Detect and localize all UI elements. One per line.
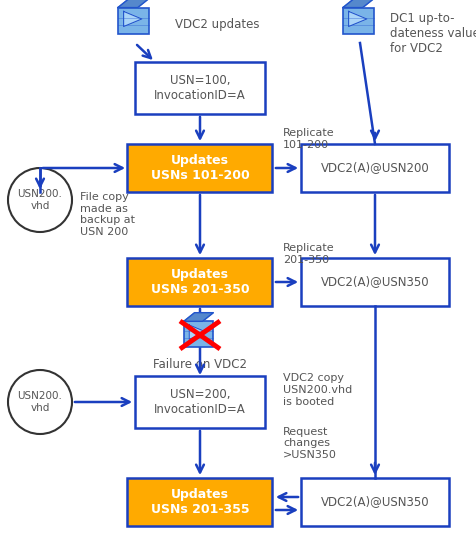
Text: Updates
USNs 201-355: Updates USNs 201-355 bbox=[150, 488, 249, 516]
FancyBboxPatch shape bbox=[300, 144, 448, 192]
Text: VDC2 updates: VDC2 updates bbox=[175, 18, 259, 31]
Text: VDC2(A)@USN350: VDC2(A)@USN350 bbox=[320, 496, 428, 508]
FancyBboxPatch shape bbox=[127, 478, 272, 526]
Text: Updates
USNs 201-350: Updates USNs 201-350 bbox=[150, 268, 249, 296]
Polygon shape bbox=[118, 0, 149, 8]
Text: Failure on VDC2: Failure on VDC2 bbox=[153, 358, 247, 371]
Text: USN=100,
InvocationID=A: USN=100, InvocationID=A bbox=[154, 74, 245, 102]
Text: Replicate
201-350: Replicate 201-350 bbox=[282, 243, 334, 265]
Text: VDC2 copy
USN200.vhd
is booted: VDC2 copy USN200.vhd is booted bbox=[282, 374, 351, 407]
Text: USN=200,
InvocationID=A: USN=200, InvocationID=A bbox=[154, 388, 245, 416]
Text: VDC2(A)@USN200: VDC2(A)@USN200 bbox=[320, 161, 428, 174]
FancyBboxPatch shape bbox=[342, 8, 373, 34]
Polygon shape bbox=[348, 11, 366, 27]
FancyBboxPatch shape bbox=[135, 62, 265, 114]
Text: DC1 up-to-
dateness value
for VDC2: DC1 up-to- dateness value for VDC2 bbox=[389, 12, 476, 55]
FancyBboxPatch shape bbox=[135, 376, 265, 428]
Circle shape bbox=[8, 168, 72, 232]
Text: Request
changes
>USN350: Request changes >USN350 bbox=[282, 427, 336, 460]
Text: File copy
made as
backup at
USN 200: File copy made as backup at USN 200 bbox=[80, 192, 135, 237]
FancyBboxPatch shape bbox=[127, 258, 272, 306]
FancyBboxPatch shape bbox=[118, 8, 149, 34]
FancyBboxPatch shape bbox=[300, 478, 448, 526]
Text: USN200.
vhd: USN200. vhd bbox=[18, 189, 62, 211]
FancyBboxPatch shape bbox=[300, 258, 448, 306]
Text: VDC2(A)@USN350: VDC2(A)@USN350 bbox=[320, 275, 428, 288]
Text: Updates
USNs 101-200: Updates USNs 101-200 bbox=[150, 154, 249, 182]
Polygon shape bbox=[183, 313, 213, 321]
Polygon shape bbox=[342, 0, 373, 8]
Text: Replicate
101-200: Replicate 101-200 bbox=[282, 128, 334, 150]
Polygon shape bbox=[123, 11, 141, 27]
Circle shape bbox=[8, 370, 72, 434]
FancyBboxPatch shape bbox=[127, 144, 272, 192]
Polygon shape bbox=[189, 325, 206, 339]
Text: USN200.
vhd: USN200. vhd bbox=[18, 391, 62, 413]
FancyBboxPatch shape bbox=[183, 321, 213, 346]
